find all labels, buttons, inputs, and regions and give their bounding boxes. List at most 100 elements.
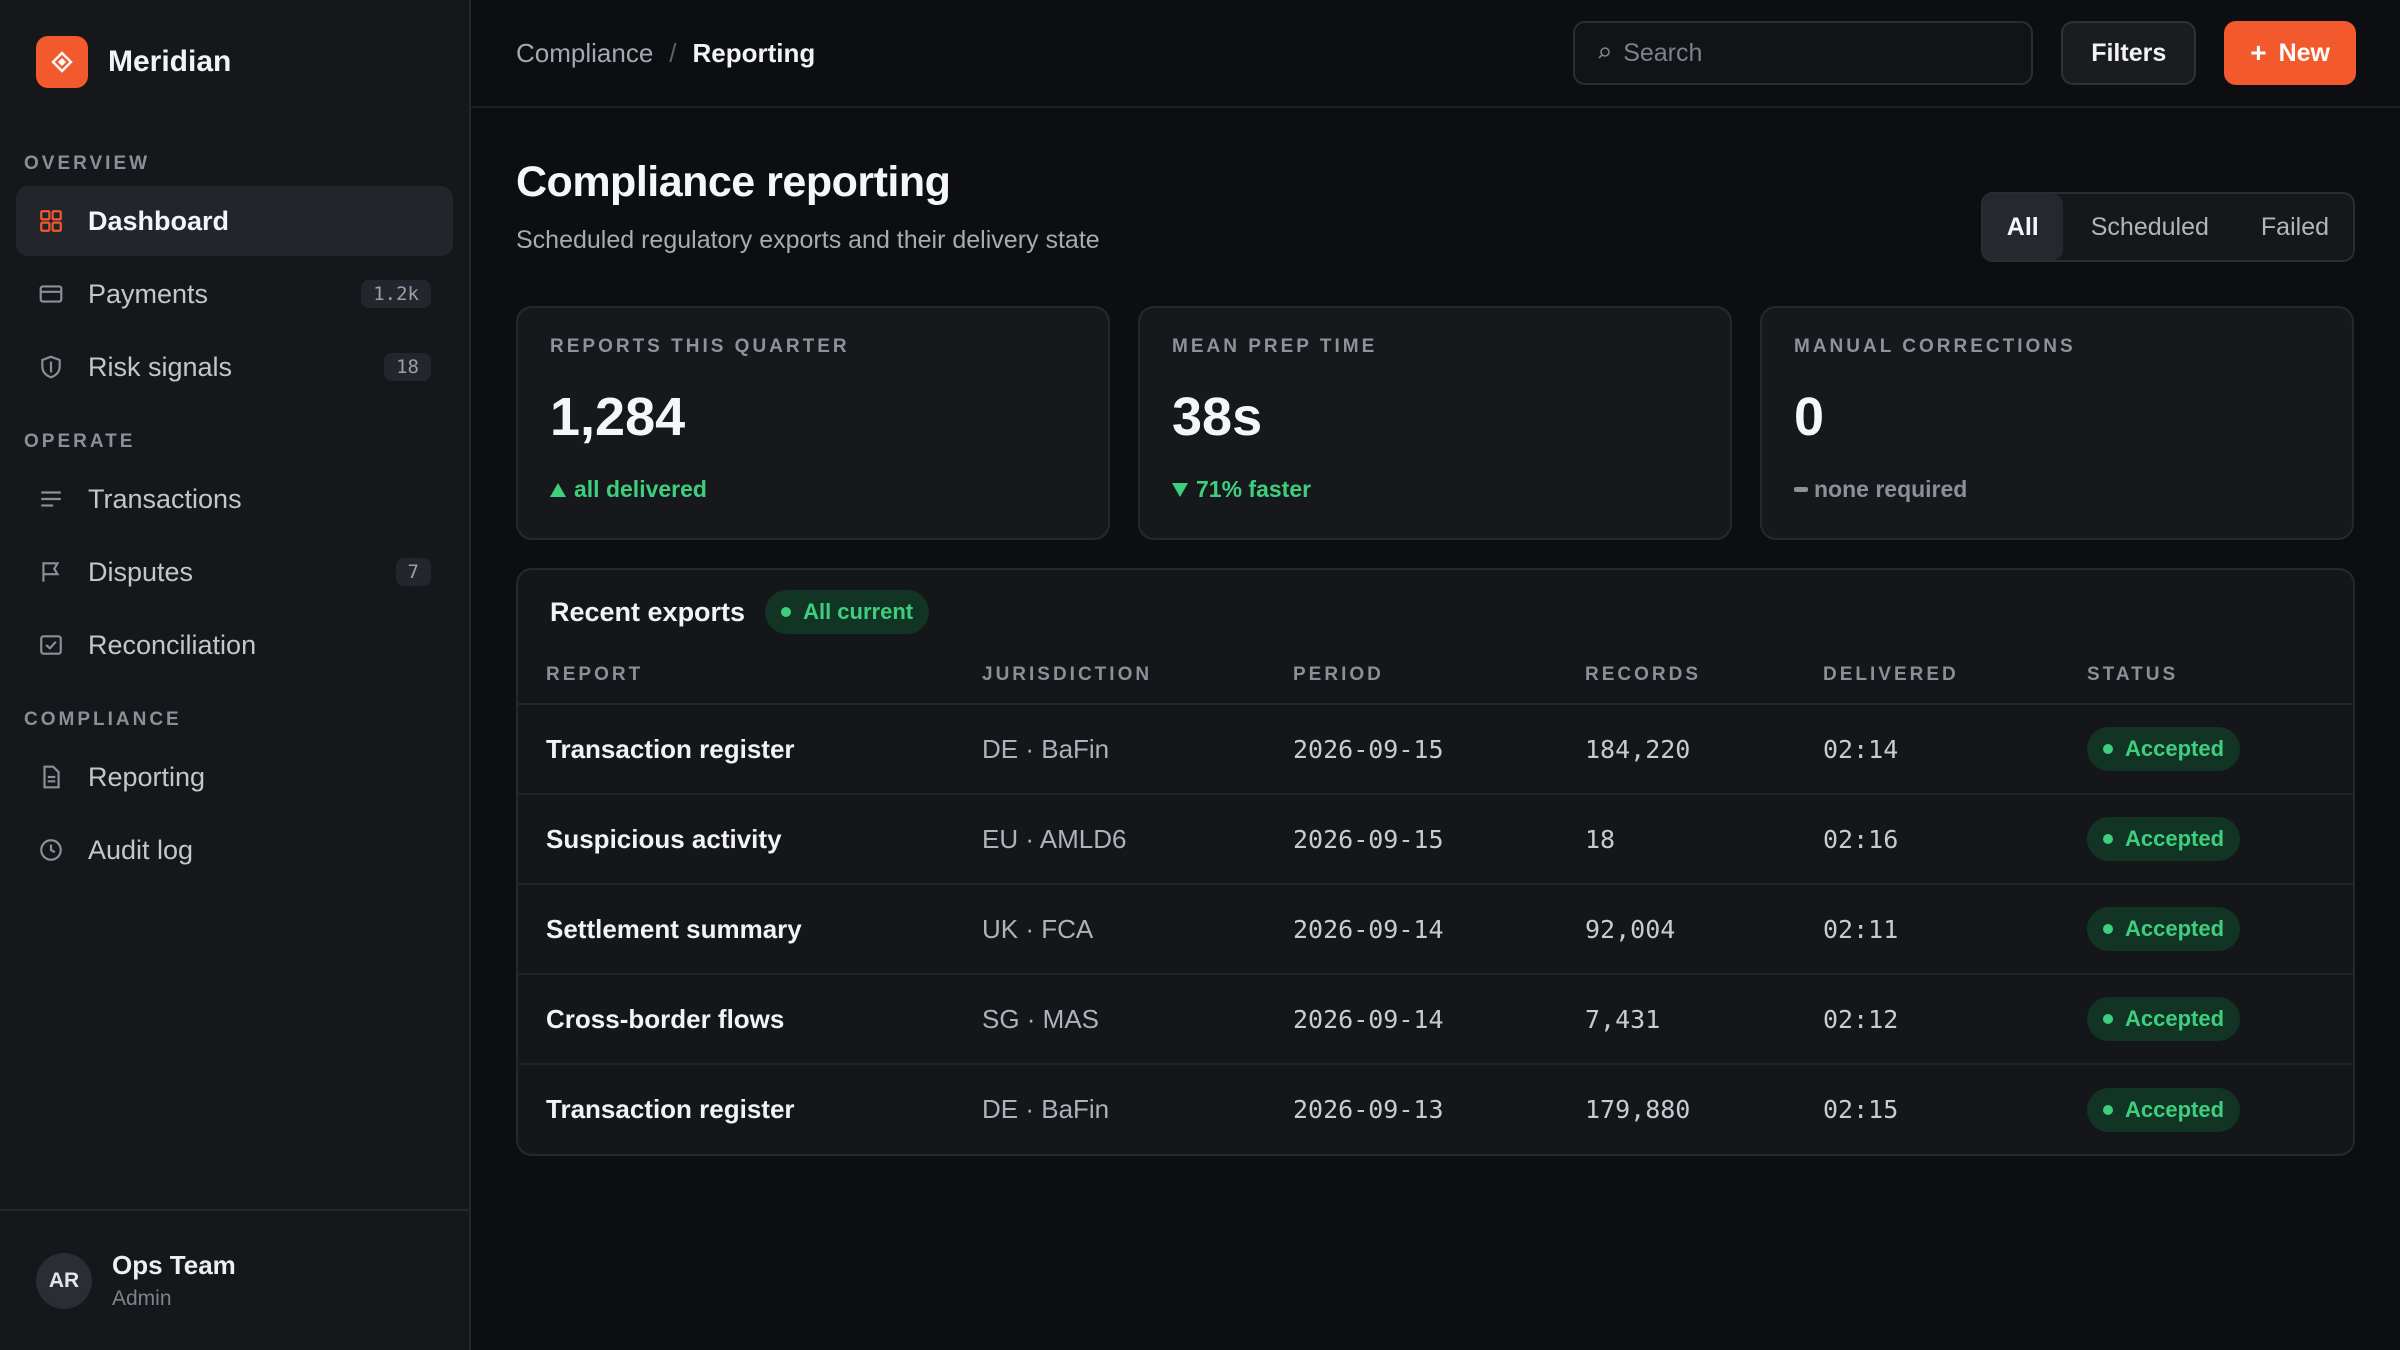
cell-status: Accepted [2059,794,2353,885]
table-row[interactable]: Transaction register DE · BaFin 2026-09-… [518,704,2353,795]
sidebar-item-disputes[interactable]: Disputes 7 [16,537,453,607]
trend-down-icon [1172,482,1188,497]
count-badge: 18 [384,353,431,381]
trend-flat-icon [1794,487,1808,492]
status-badge: Accepted [2087,907,2241,951]
table-row[interactable]: Transaction register DE · BaFin 2026-09-… [518,1064,2353,1154]
status-badge: Accepted [2087,1087,2241,1132]
table-row[interactable]: Suspicious activity EU · AMLD6 2026-09-1… [518,794,2353,885]
segment-scheduled[interactable]: Scheduled [2090,212,2209,241]
count-badge: 7 [395,558,431,586]
sidebar-item-audit-log[interactable]: Audit log [16,815,453,885]
new-button-label: New [2278,38,2330,67]
status-dot-icon [2103,1104,2113,1115]
table-title: Recent exports [550,596,746,627]
sidebar-item-label: Audit log [88,834,194,865]
brand-name: Meridian [108,45,232,78]
page-subtitle: Scheduled regulatory exports and their d… [516,226,1100,254]
stat-label: REPORTS THIS QUARTER [550,336,850,357]
stat-note: 71% faster [1172,476,1311,503]
status-dot-icon [2103,834,2113,844]
topbar: Compliance / Reporting Search Filters + … [471,0,2400,108]
search-placeholder: Search [1623,38,1703,67]
cell-records: 7,431 [1557,974,1795,1065]
trend-up-icon [550,482,566,497]
cell-records: 92,004 [1557,884,1795,975]
check-square-icon [38,632,64,658]
status-pill-label: All current [803,599,914,624]
search-input[interactable]: Search [1573,21,2034,85]
main-content: Compliance / Reporting Search Filters + … [471,0,2400,1350]
sidebar-item-payments[interactable]: Payments 1.2k [16,259,453,329]
plus-icon: + [2250,37,2267,68]
cell-report: Cross-border flows [518,974,954,1065]
list-icon [38,486,64,512]
page-title: Compliance reporting [516,158,951,206]
user-role: Admin [112,1287,172,1310]
stat-note-text: 71% faster [1196,476,1312,502]
stat-value: 38s [1172,387,1263,447]
cell-delivered: 02:12 [1795,974,2059,1065]
breadcrumb-parent[interactable]: Compliance [516,37,654,68]
stat-note: all delivered [550,476,707,503]
sidebar-item-reconciliation[interactable]: Reconciliation [16,610,453,680]
status-label: Accepted [2125,1006,2225,1031]
sidebar-item-dashboard[interactable]: Dashboard [16,186,453,256]
table-row[interactable]: Cross-border flows SG · MAS 2026-09-14 7… [518,974,2353,1065]
sidebar-item-risk-signals[interactable]: Risk signals 18 [16,332,453,402]
stat-card-reports: REPORTS THIS QUARTER 1,284 all delivered [516,306,1110,540]
clock-icon [38,837,64,863]
new-button[interactable]: + New [2224,21,2356,85]
status-badge: Accepted [2087,727,2241,771]
cell-records: 179,880 [1585,1095,1691,1124]
cell-period: 2026-09-14 [1265,974,1557,1065]
sidebar-item-transactions[interactable]: Transactions [16,464,453,534]
cell-records: 184,220 [1557,704,1795,795]
column-header-records[interactable]: RECORDS [1557,646,1795,705]
segment-all[interactable]: All [1982,194,2063,260]
sidebar-item-label: Reconciliation [88,629,257,660]
column-header-period[interactable]: PERIOD [1265,646,1557,705]
cell-delivered: 02:15 [1823,1095,1899,1124]
sidebar-item-label: Payments [88,278,209,309]
cell-report: Suspicious activity [518,794,954,885]
sidebar-item-label: Disputes [88,556,194,587]
filters-button[interactable]: Filters [2061,21,2197,85]
column-header-status[interactable]: STATUS [2059,646,2353,705]
table-row[interactable]: Settlement summary UK · FCA 2026-09-14 9… [518,884,2353,975]
cell-records: 18 [1557,794,1795,885]
cell-status: Accepted [2059,884,2353,975]
status-dot-icon [2103,744,2113,754]
status-pill: All current [765,590,930,634]
cell-jurisdiction: UK · FCA [954,884,1265,975]
column-header-jurisdiction[interactable]: JURISDICTION [954,646,1265,705]
column-header-delivered[interactable]: DELIVERED [1795,646,2059,705]
stat-card-prep-time: MEAN PREP TIME 38s 71% faster [1138,306,1732,540]
stat-note-text: all delivered [574,476,707,502]
status-dot-icon [2103,924,2113,934]
stat-label: MANUAL CORRECTIONS [1794,336,2076,357]
section-label-operate: OPERATE [24,431,136,452]
cell-jurisdiction: EU · AMLD6 [954,794,1265,885]
sidebar-item-reporting[interactable]: Reporting [16,742,453,812]
document-icon [38,764,64,790]
stat-label: MEAN PREP TIME [1172,336,1378,357]
cell-delivered: 02:16 [1795,794,2059,885]
column-header-report[interactable]: REPORT [518,646,954,705]
cell-delivered: 02:14 [1795,704,2059,795]
brand[interactable]: Meridian [0,0,469,124]
status-label: Accepted [2125,736,2225,761]
cell-jurisdiction: DE · BaFin [954,704,1265,795]
user-profile[interactable]: AR Ops Team Admin [0,1209,469,1350]
stat-note: none required [1794,476,1967,503]
segment-failed[interactable]: Failed [2260,212,2329,241]
breadcrumb-separator: / [669,37,677,68]
search-icon [1597,46,1611,60]
grid-icon [38,208,64,234]
status-label: Accepted [2125,1096,2225,1122]
exports-table: REPORT JURISDICTION PERIOD RECORDS DELIV… [518,646,2353,1154]
user-name: Ops Team [112,1250,236,1280]
sidebar: Meridian OVERVIEW Dashboard Payments 1.2… [0,0,471,1350]
flag-icon [38,559,64,585]
brand-logo-icon [36,36,88,88]
